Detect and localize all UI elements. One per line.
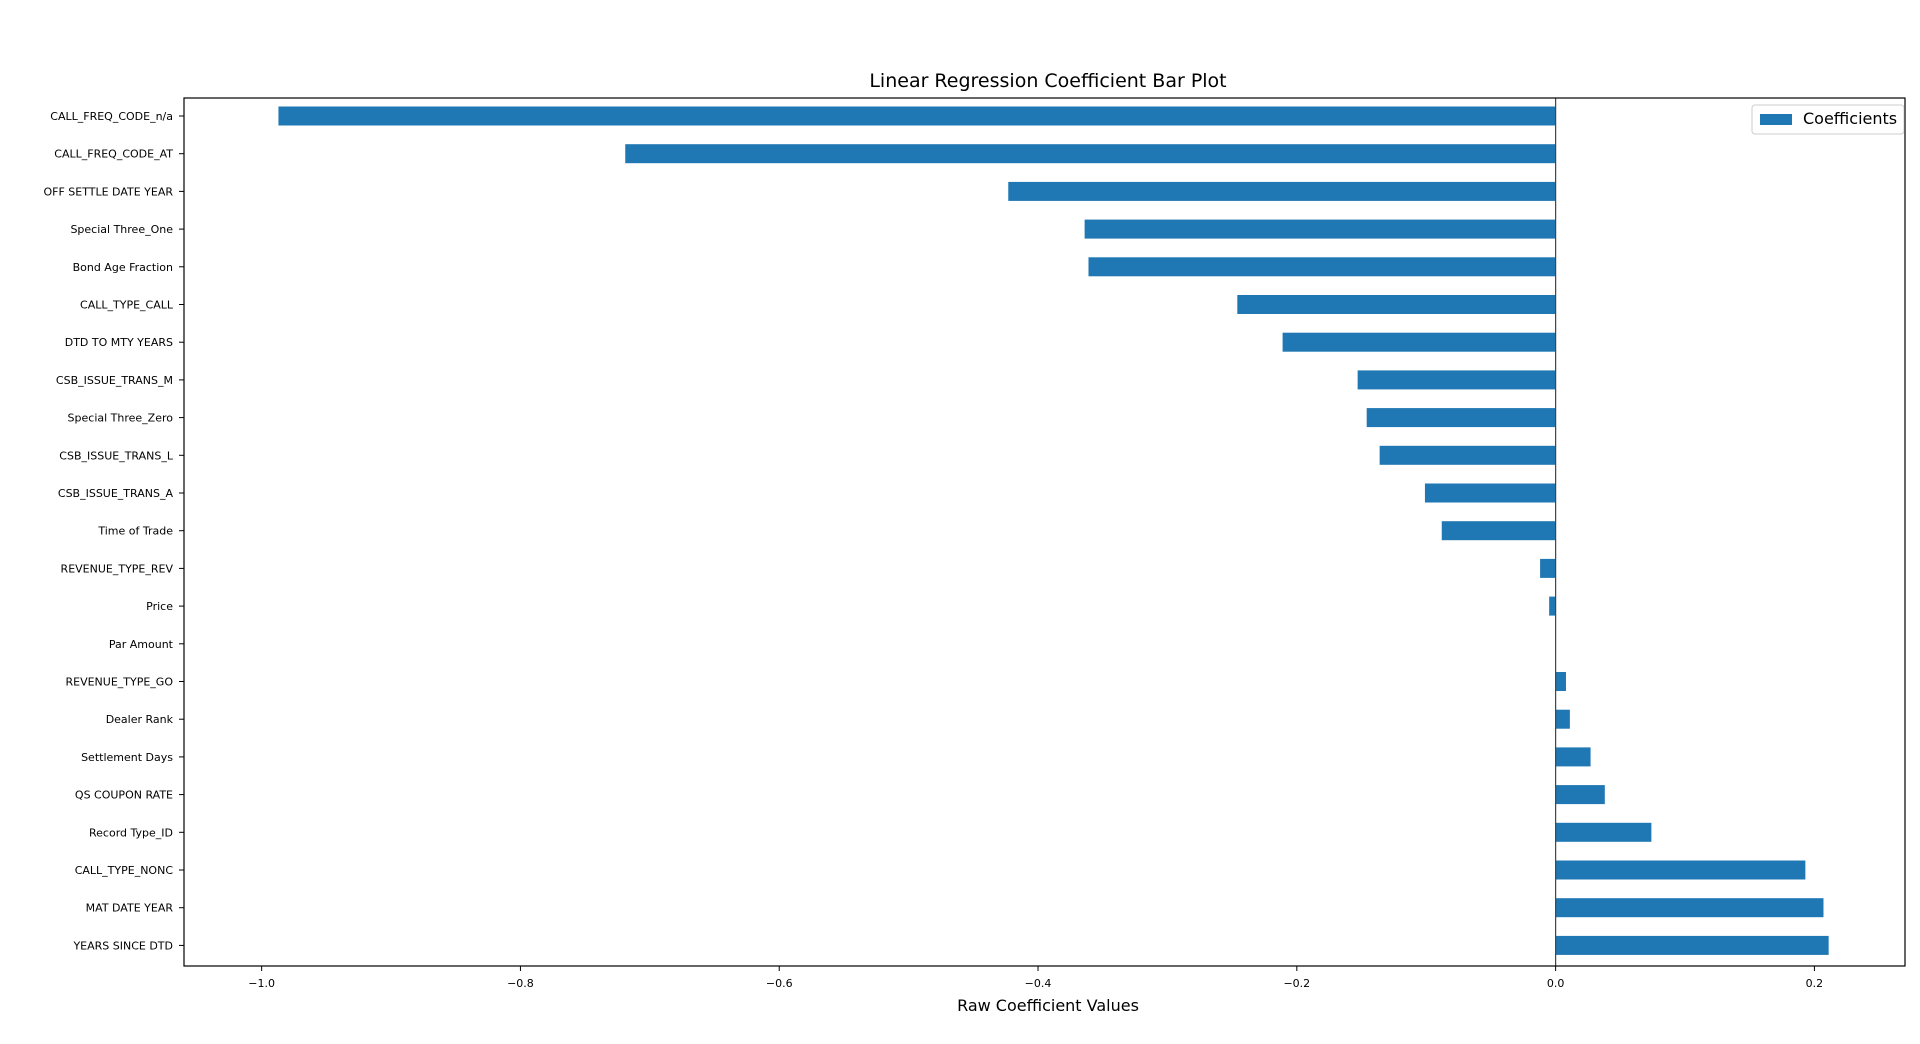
bar-10: [1424, 483, 1556, 503]
y-tick-label-17: Settlement Days: [81, 751, 173, 764]
x-tick-label-3: −0.4: [1025, 977, 1052, 990]
bar-21: [1555, 898, 1824, 918]
bar-17: [1555, 747, 1591, 767]
y-tick-label-8: Special Three_Zero: [68, 412, 174, 425]
bar-7: [1357, 370, 1556, 390]
legend: Coefficients: [1751, 104, 1905, 135]
bar-12: [1540, 558, 1556, 578]
y-tick-label-14: Par Amount: [109, 638, 174, 651]
x-axis-label: Raw Coefficient Values: [957, 996, 1139, 1015]
legend-box: [1751, 104, 1905, 135]
y-tick-label-18: QS COUPON RATE: [75, 789, 173, 802]
y-tick-label-0: CALL_FREQ_CODE_n/a: [50, 110, 173, 123]
bar-0: [278, 106, 1556, 126]
bar-16: [1555, 709, 1570, 729]
plot-frame: [183, 97, 1906, 967]
chart-title: Linear Regression Coefficient Bar Plot: [869, 70, 1226, 92]
y-tick-label-20: CALL_TYPE_NONC: [75, 864, 174, 877]
y-tick-label-11: Time of Trade: [97, 525, 173, 538]
y-tick-label-21: MAT DATE YEAR: [86, 902, 174, 915]
bar-3: [1084, 219, 1556, 239]
x-tick-label-6: 0.2: [1806, 977, 1824, 990]
x-axis-ticks: −1.0 −0.8 −0.6 −0.4 −0.2 0.0 0.2: [248, 966, 1823, 990]
y-tick-label-10: CSB_ISSUE_TRANS_A: [58, 487, 174, 500]
y-tick-label-16: Dealer Rank: [106, 713, 174, 726]
y-tick-label-5: CALL_TYPE_CALL: [80, 299, 174, 312]
bar-2: [1008, 181, 1556, 201]
y-tick-label-4: Bond Age Fraction: [73, 261, 173, 274]
y-tick-label-9: CSB_ISSUE_TRANS_L: [59, 449, 174, 462]
bar-13: [1549, 596, 1556, 616]
y-tick-label-1: CALL_FREQ_CODE_AT: [54, 148, 173, 161]
y-tick-label-3: Special Three_One: [70, 223, 173, 236]
bar-18: [1555, 785, 1605, 805]
y-tick-label-22: YEARS SINCE DTD: [72, 939, 173, 952]
y-tick-label-6: DTD TO MTY YEARS: [65, 336, 173, 349]
bar-4: [1088, 257, 1556, 277]
x-tick-label-0: −1.0: [248, 977, 275, 990]
x-tick-label-2: −0.6: [766, 977, 793, 990]
bar-1: [625, 144, 1556, 164]
y-tick-label-12: REVENUE_TYPE_REV: [61, 562, 174, 575]
bar-11: [1441, 521, 1556, 541]
y-tick-label-15: REVENUE_TYPE_GO: [65, 676, 173, 689]
bar-19: [1555, 822, 1652, 842]
legend-entry-coefficients: Coefficients: [1803, 109, 1897, 128]
bar-8: [1366, 408, 1556, 428]
bars-group: [278, 106, 1829, 955]
x-tick-label-4: −0.2: [1283, 977, 1310, 990]
bar-20: [1555, 860, 1806, 880]
y-tick-label-19: Record Type_ID: [89, 826, 173, 839]
bar-6: [1282, 332, 1556, 352]
y-axis-ticks: CALL_FREQ_CODE_n/a CALL_FREQ_CODE_AT OFF S…: [43, 110, 184, 952]
y-tick-label-2: OFF SETTLE DATE YEAR: [43, 185, 173, 198]
x-tick-label-1: −0.8: [507, 977, 534, 990]
bar-5: [1237, 295, 1556, 314]
y-tick-label-13: Price: [146, 600, 173, 613]
bar-9: [1379, 445, 1556, 465]
legend-swatch: [1760, 114, 1792, 125]
x-tick-label-5: 0.0: [1547, 977, 1565, 990]
y-tick-label-7: CSB_ISSUE_TRANS_M: [56, 374, 173, 387]
bar-15: [1555, 672, 1566, 691]
bar-22: [1555, 935, 1829, 955]
